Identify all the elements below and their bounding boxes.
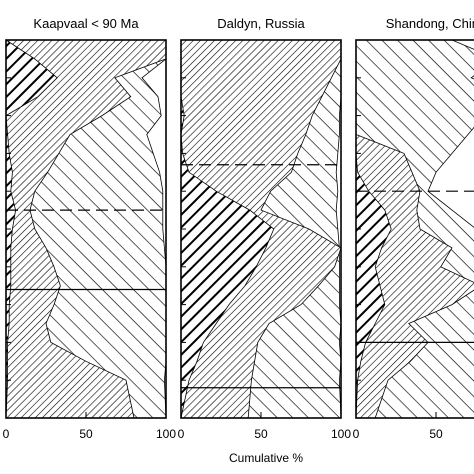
panel-1-series-2-area: [5, 39, 167, 419]
panel-2-x-tick-label: 50: [254, 427, 268, 441]
panel-3-x-tick-label: 50: [429, 427, 443, 441]
panel-1-x-tick-label: 0: [3, 427, 10, 441]
panel-1-x-tick-label: 100: [156, 427, 176, 441]
x-axis-label: Cumulative %: [229, 451, 303, 465]
panel-1-title: Kaapvaal < 90 Ma: [33, 16, 139, 31]
panel-2-x-tick-label: 0: [178, 427, 185, 441]
panel-2-series-1-area: [180, 40, 275, 419]
panel-3-title: Shandong, China: [386, 16, 474, 31]
panel-2-x-tick-label: 100: [331, 427, 351, 441]
panel-3-x-tick-label: 0: [353, 427, 360, 441]
panel-2-title: Daldyn, Russia: [217, 16, 305, 31]
panel-1: 0 50 100 Kaapvaal < 90 Ma: [3, 16, 177, 441]
panel-1-x-tick-label: 50: [79, 427, 93, 441]
panel-1-series-1-area: [5, 39, 58, 419]
panel-2: 0 50 100 Daldyn, Russia: [178, 16, 352, 441]
panel-3: 050100Shandong, China: [353, 16, 474, 441]
